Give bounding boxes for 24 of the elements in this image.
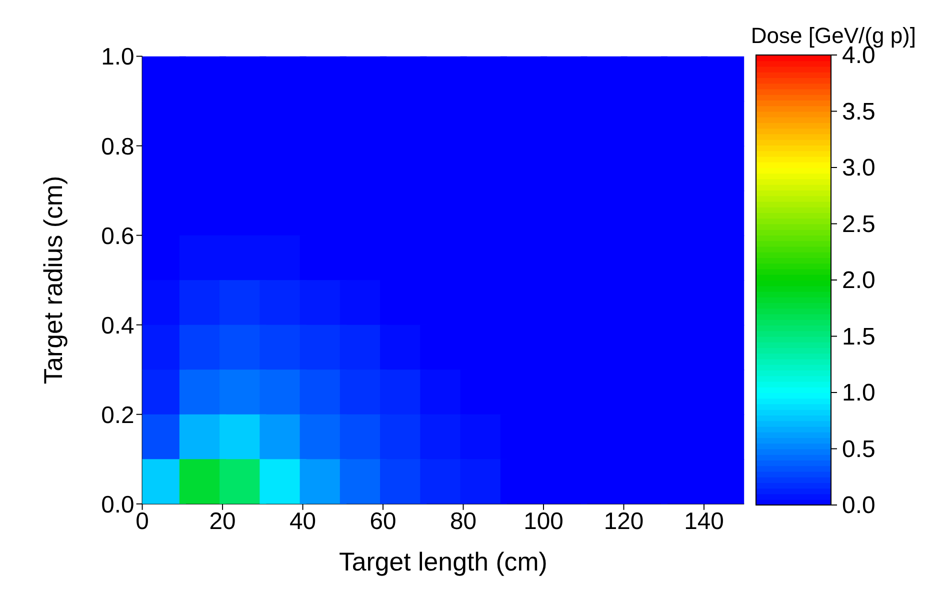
color-bar-label: 3.5	[842, 98, 876, 126]
color-bar-label: 2.0	[842, 267, 876, 294]
color-bar-label: 0.0	[842, 492, 876, 519]
color-bar-label: 1.5	[842, 323, 876, 350]
x-tick-label: 100	[524, 508, 564, 535]
y-tick-label: 0.4	[101, 312, 134, 340]
y-tick-label: 0.2	[101, 402, 134, 429]
color-bar-label: 3.0	[842, 154, 876, 182]
x-axis-title: Target length (cm)	[339, 548, 548, 577]
x-tick-label: 140	[684, 508, 724, 535]
x-tick-label: 0	[136, 508, 149, 535]
x-tick-label: 120	[604, 508, 644, 535]
y-tick-label: 1.0	[101, 44, 134, 71]
x-tick-label: 40	[290, 508, 316, 535]
y-tick-label: 0.0	[101, 491, 134, 518]
y-tick-label: 0.8	[101, 133, 134, 160]
y-tick-label: 0.6	[101, 222, 134, 250]
x-tick-label: 80	[450, 508, 477, 535]
x-tick-label: 20	[209, 508, 236, 535]
color-bar-label: 2.5	[842, 210, 876, 238]
color-bar-label: 1.0	[842, 380, 876, 406]
color-bar-label: 0.5	[842, 436, 876, 463]
x-tick-label: 60	[370, 508, 396, 535]
y-axis-title: Target radius (cm)	[40, 176, 68, 384]
